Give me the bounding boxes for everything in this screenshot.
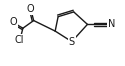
- Text: Cl: Cl: [14, 35, 24, 45]
- Text: O: O: [27, 4, 34, 14]
- Text: N: N: [108, 19, 116, 29]
- Text: O: O: [9, 17, 17, 27]
- Text: S: S: [69, 37, 75, 47]
